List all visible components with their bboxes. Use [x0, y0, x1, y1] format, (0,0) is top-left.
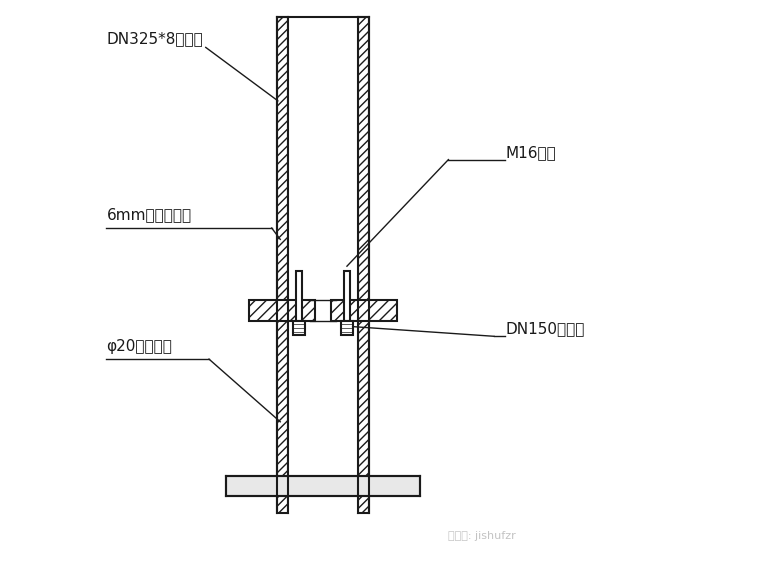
Bar	[277, 17, 287, 513]
Bar	[340, 321, 353, 335]
Text: 微信号: jishufzr: 微信号: jishufzr	[448, 531, 516, 541]
Text: M16螺栓: M16螺栓	[505, 145, 556, 160]
Bar	[226, 476, 420, 496]
Bar	[287, 17, 359, 513]
Bar	[331, 300, 397, 321]
Bar	[249, 300, 315, 321]
Bar	[277, 17, 287, 513]
Bar	[359, 17, 369, 513]
Bar	[296, 271, 302, 321]
Text: 6mm厚止水外环: 6mm厚止水外环	[106, 207, 192, 222]
Bar	[293, 321, 306, 335]
Bar	[359, 17, 369, 513]
Bar	[249, 300, 315, 321]
Text: DN150管法兰: DN150管法兰	[505, 321, 584, 336]
Text: DN325*8钢套管: DN325*8钢套管	[106, 31, 203, 46]
Bar	[344, 271, 350, 321]
Text: φ20钢筋底座: φ20钢筋底座	[106, 339, 173, 353]
Bar	[331, 300, 397, 321]
